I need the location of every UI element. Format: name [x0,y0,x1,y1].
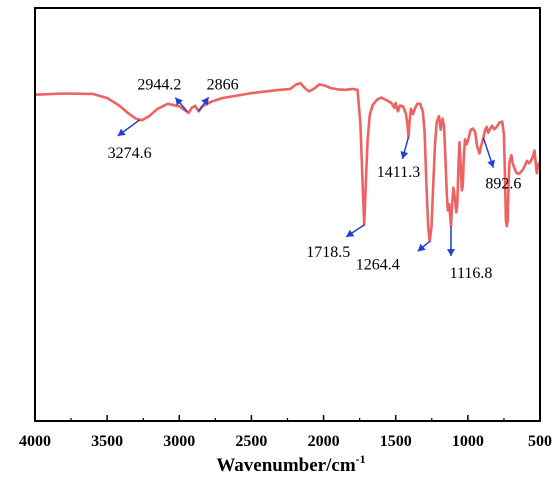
annotation-arrowhead [175,97,183,106]
annotation-arrowhead [487,159,495,168]
annotation-arrowhead [117,128,126,136]
x-axis-label: Wavenumber/cm-1 [216,452,365,476]
annotation-label: 1264.4 [356,256,400,273]
annotation-arrowhead [346,229,355,237]
x-tick-label: 1500 [380,433,412,450]
x-tick-label: 3000 [163,433,195,450]
annotation-label: 892.6 [485,176,521,193]
x-tick-label: 2500 [235,433,267,450]
annotation-label: 2866 [207,76,239,93]
spectrum-line [35,81,540,243]
annotation-label: 3274.6 [108,145,152,162]
x-tick-label: 2000 [308,433,340,450]
annotation-label: 1411.3 [377,164,420,181]
peak-annotations: 3274.6 2944.2 2866 1718.5 1411.3 1264.4 1116.8… [108,76,522,282]
x-tick-label: 1000 [452,433,484,450]
x-tick-label: 500 [528,433,552,450]
plot-area [35,81,540,243]
x-tick-label: 4000 [19,433,51,450]
annotation-label: 1116.8 [450,265,493,282]
annotation-arrowhead [447,249,456,257]
plot-frame [34,7,541,422]
annotation-label: 1718.5 [306,244,350,261]
x-axis-ticks: 4000 3500 3000 2500 2000 1500 1000 500 [19,415,552,450]
annotation-label: 2944.2 [137,77,181,94]
x-tick-label: 3500 [91,433,123,450]
annotation-arrowhead [417,243,426,252]
annotation-arrowhead [201,97,209,106]
annotation-arrowhead [400,151,409,159]
